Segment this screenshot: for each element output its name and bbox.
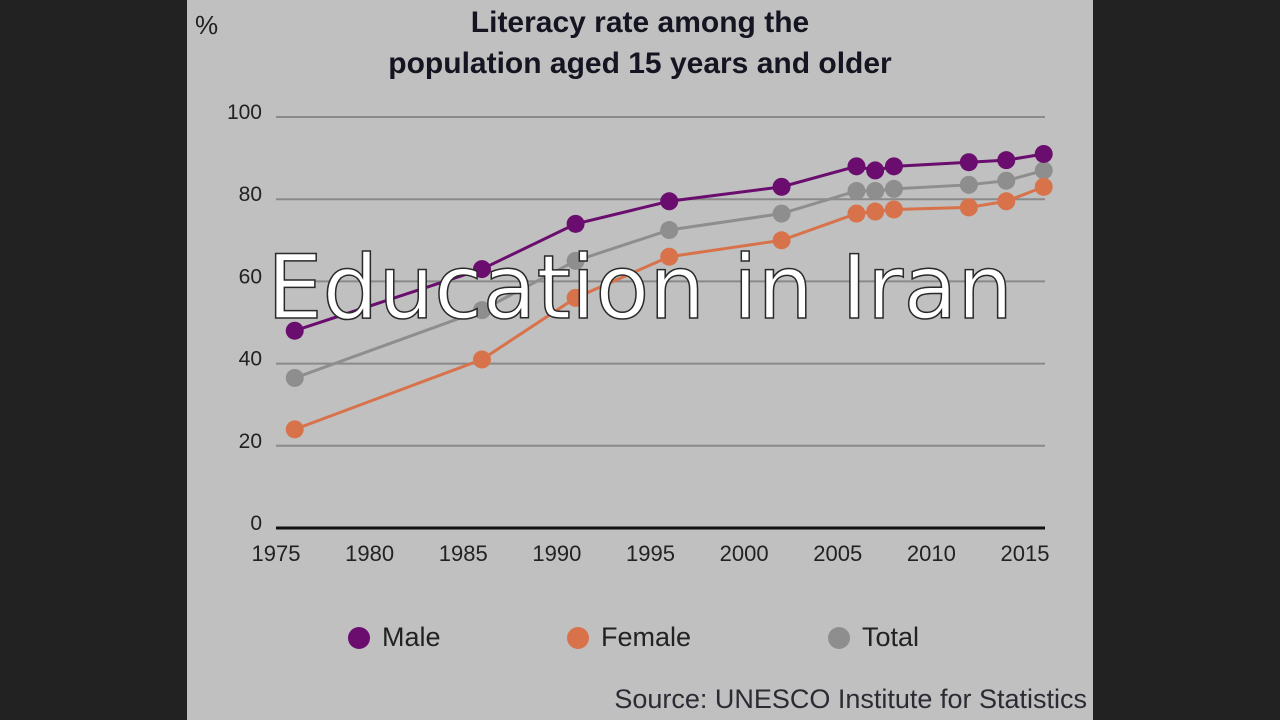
y-axis-ticks: 0 20 40 60 80 100: [227, 101, 262, 535]
data-point: [884, 200, 903, 219]
data-point: [566, 251, 585, 270]
x-tick-label: 2005: [813, 541, 862, 566]
data-point: [866, 202, 885, 221]
data-point: [285, 368, 304, 387]
x-tick-label: 1980: [345, 541, 394, 566]
legend-female-label: Female: [601, 622, 692, 652]
data-point: [285, 420, 304, 439]
legend-total-label: Total: [862, 622, 920, 652]
data-point: [772, 204, 791, 223]
data-point: [884, 179, 903, 198]
y-tick-label: 80: [239, 183, 262, 206]
data-point: [472, 260, 491, 279]
legend-male: Male: [348, 622, 441, 653]
data-point: [566, 214, 585, 233]
x-tick-label: 1985: [439, 541, 488, 566]
x-tick-label: 1995: [626, 541, 675, 566]
legend-male-dot-icon: [348, 626, 370, 649]
data-point: [660, 192, 679, 211]
data-point: [772, 231, 791, 250]
data-point: [472, 350, 491, 369]
data-point: [660, 247, 679, 266]
y-tick-label: 40: [239, 348, 262, 371]
data-point: [566, 288, 585, 307]
chart-title-line-2: population aged 15 years and older: [388, 47, 892, 80]
data-point: [866, 161, 885, 180]
data-point: [772, 177, 791, 196]
data-point: [285, 321, 304, 340]
series-male: [285, 144, 1053, 340]
data-point: [997, 192, 1016, 211]
chart-title-line-1: Literacy rate among the: [470, 6, 810, 39]
data-point: [866, 181, 885, 200]
data-point: [1034, 177, 1053, 196]
y-tick-label: 60: [239, 265, 262, 288]
y-tick-label: 100: [227, 101, 262, 124]
series-female: [285, 177, 1053, 439]
legend-female: Female: [567, 622, 691, 653]
data-point: [997, 171, 1016, 190]
legend-total-dot-icon: [828, 626, 850, 649]
data-point: [997, 151, 1016, 170]
legend-male-label: Male: [382, 622, 441, 652]
x-tick-label: 1990: [532, 541, 581, 566]
source-note: Source: UNESCO Institute for Statistics: [614, 684, 1087, 714]
data-point: [847, 157, 866, 176]
x-tick-label: 2000: [720, 541, 769, 566]
data-point: [959, 198, 978, 217]
data-point: [660, 221, 679, 240]
y-tick-label: 0: [250, 512, 262, 535]
data-point: [884, 157, 903, 176]
data-point: [959, 153, 978, 172]
slide-title: Education in Iran: [266, 235, 1014, 340]
series-total: [285, 161, 1053, 387]
data-series: [285, 144, 1053, 439]
data-point: [847, 204, 866, 223]
data-point: [1034, 144, 1053, 163]
legend-total: Total: [828, 622, 919, 653]
data-point: [959, 175, 978, 194]
gridlines: [276, 116, 1045, 530]
data-point: [472, 301, 491, 320]
y-unit-label: %: [195, 10, 219, 40]
y-tick-label: 20: [239, 430, 262, 453]
data-point: [1034, 161, 1053, 180]
x-tick-label: 2010: [907, 541, 956, 566]
x-axis-ticks: 1975 1980 1985 1990 1995 2000 2005 2010 2015: [252, 541, 1050, 566]
legend-female-dot-icon: [567, 626, 589, 649]
x-tick-label: 1975: [252, 541, 301, 566]
data-point: [847, 181, 866, 200]
chart-panel: [187, 0, 1093, 720]
x-tick-label: 2015: [1001, 541, 1050, 566]
